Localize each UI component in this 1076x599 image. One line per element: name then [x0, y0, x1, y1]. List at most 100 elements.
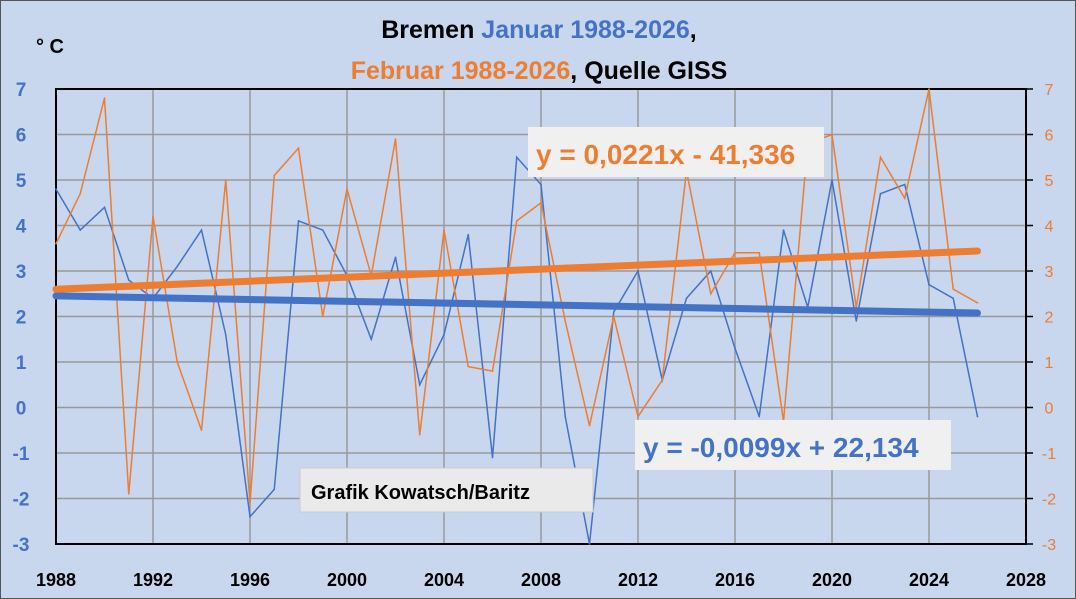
y-tick-label-right: -3	[1042, 537, 1056, 554]
data-point-januar	[491, 456, 494, 459]
x-tick-label: 1996	[230, 570, 270, 590]
data-point-januar	[297, 220, 300, 222]
data-point-februar	[273, 174, 276, 177]
data-point-februar	[491, 370, 494, 372]
data-point-januar	[443, 333, 445, 336]
trend-equation-box	[528, 127, 824, 177]
data-point-februar	[467, 365, 470, 368]
y-tick-label-left: 5	[16, 171, 27, 192]
data-point-januar	[758, 415, 761, 418]
data-point-februar	[758, 252, 761, 254]
chart-title-line2: Februar 1988-2026, Quelle GISS	[351, 57, 728, 85]
data-point-januar	[952, 297, 955, 300]
data-point-februar	[346, 188, 348, 190]
data-point-januar	[734, 347, 736, 350]
trendline-februar	[52, 247, 981, 293]
y-tick-label-right: -1	[1042, 446, 1056, 463]
x-tick-label: 2000	[327, 570, 367, 590]
data-point-januar	[55, 188, 57, 190]
data-point-februar	[734, 252, 736, 254]
data-point-februar	[224, 179, 227, 181]
data-point-januar	[200, 229, 203, 231]
y-tick-label-right: 5	[1045, 173, 1054, 190]
y-tick-label-right: 7	[1045, 82, 1054, 99]
credit-box	[299, 467, 594, 513]
credit-label: Grafik Kowatsch/Baritz	[311, 482, 530, 504]
data-point-februar	[637, 415, 639, 418]
x-tick-label: 2016	[715, 570, 755, 590]
data-point-februar	[443, 229, 445, 231]
data-point-februar	[661, 379, 664, 382]
y-tick-label-left: -2	[13, 490, 30, 511]
title-part: Januar 1988-2026	[481, 16, 689, 44]
y-tick-label-left: 6	[16, 126, 27, 147]
data-point-januar	[879, 192, 882, 195]
x-tick-label: 2012	[618, 570, 658, 590]
data-point-januar	[540, 183, 542, 186]
y-tick-label-right: 3	[1045, 264, 1054, 281]
data-point-februar	[249, 502, 251, 504]
data-point-februar	[928, 88, 930, 90]
y-tick-label-left: 7	[16, 80, 27, 101]
y-tick-label-left: 4	[16, 217, 27, 238]
title-part: , Quelle GISS	[570, 57, 727, 85]
data-point-januar	[709, 270, 712, 272]
data-point-februar	[540, 201, 542, 204]
y-tick-label-left: -1	[13, 444, 30, 465]
data-point-februar	[394, 138, 397, 140]
y-tick-label-right: 2	[1045, 310, 1054, 327]
y-tick-label-right: 0	[1045, 401, 1054, 418]
data-point-februar	[79, 192, 82, 195]
data-point-februar	[321, 315, 324, 318]
data-point-januar	[637, 270, 639, 272]
x-tick-label: 2008	[521, 570, 561, 590]
title-part: Februar 1988-2026	[351, 57, 571, 85]
data-point-januar	[249, 515, 251, 518]
data-point-februar	[200, 429, 203, 432]
title-part: ,	[690, 16, 697, 44]
data-point-januar	[394, 256, 397, 259]
y-tick-label-right: -2	[1042, 492, 1056, 509]
y-tick-label-right: 4	[1045, 219, 1054, 236]
data-point-januar	[418, 383, 421, 386]
data-point-januar	[685, 297, 688, 300]
data-point-februar	[127, 493, 130, 495]
data-point-januar	[224, 333, 227, 336]
y-tick-label-left: 1	[16, 353, 27, 374]
chart-title-line1: Bremen Januar 1988-2026,	[381, 16, 696, 44]
data-point-februar	[152, 215, 154, 218]
data-point-januar	[928, 283, 930, 286]
y-tick-label-left: 2	[16, 308, 27, 329]
data-point-januar	[903, 183, 906, 186]
data-point-januar	[370, 338, 373, 341]
data-point-januar	[831, 179, 833, 181]
plot-border	[55, 88, 1027, 545]
data-point-februar	[103, 97, 106, 99]
data-point-februar	[297, 147, 300, 149]
data-point-februar	[418, 434, 421, 436]
data-point-januar	[467, 233, 470, 236]
data-point-februar	[515, 220, 518, 222]
data-point-februar	[564, 320, 567, 322]
data-point-februar	[831, 133, 833, 136]
data-point-januar	[515, 156, 518, 159]
y-tick-label-right: 1	[1045, 355, 1054, 372]
y-axis-label: ° C	[36, 36, 64, 58]
data-point-februar	[55, 242, 57, 245]
data-point-januar	[855, 320, 858, 322]
data-point-januar	[782, 229, 785, 231]
trend-equation: y = -0,0099x + 22,134	[643, 432, 919, 463]
data-point-februar	[976, 302, 979, 304]
data-point-februar	[612, 315, 615, 318]
data-point-januar	[103, 206, 106, 209]
y-tick-label-left: 3	[16, 262, 27, 283]
trend-equation: y = 0,0221x - 41,336	[536, 139, 795, 170]
y-tick-label-left: -3	[13, 535, 30, 556]
data-point-februar	[588, 424, 591, 427]
trendline-januar	[52, 292, 981, 317]
data-point-januar	[588, 543, 591, 545]
data-point-februar	[879, 156, 882, 159]
data-point-januar	[976, 415, 979, 418]
y-tick-label-left: 0	[16, 399, 27, 420]
